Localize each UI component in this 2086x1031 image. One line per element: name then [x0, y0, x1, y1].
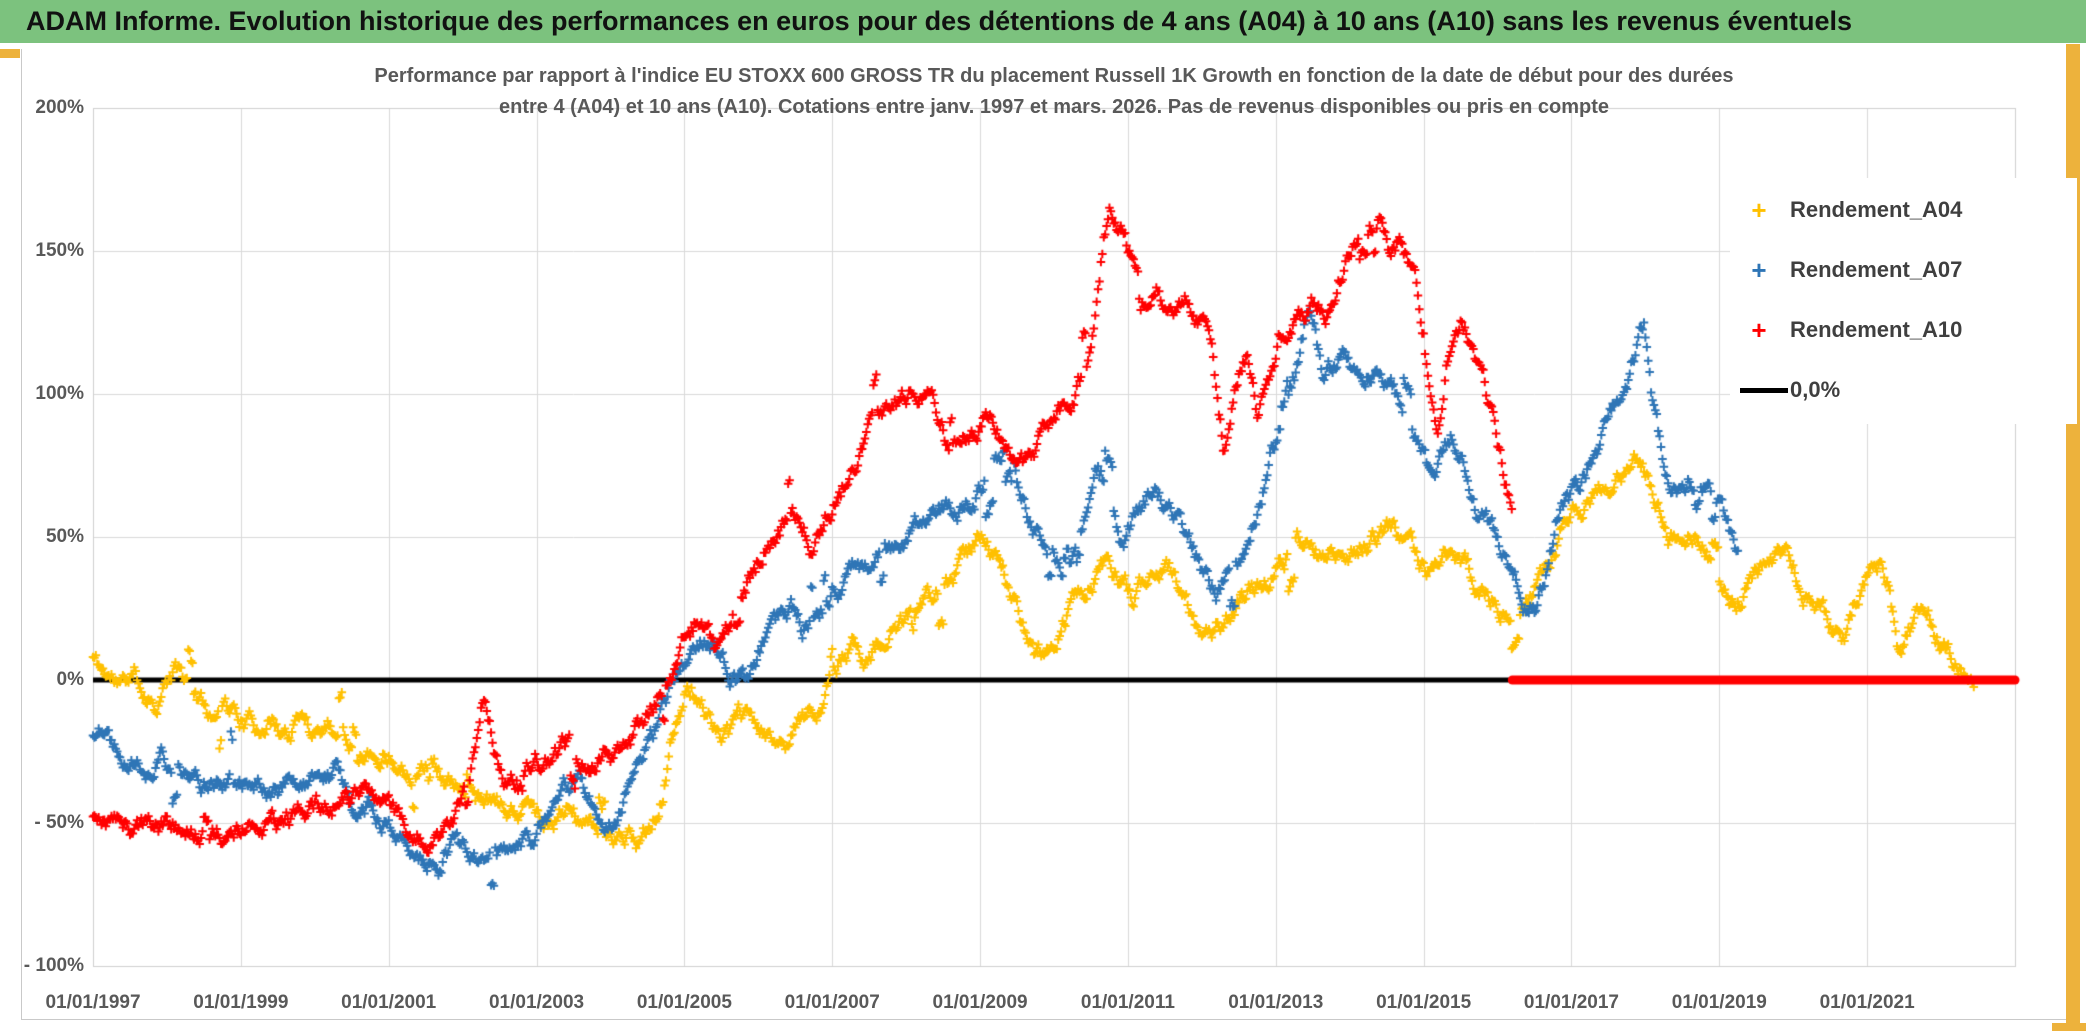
- y-tick-label: - 50%: [34, 812, 84, 833]
- gold-accent-top-left: [0, 49, 20, 58]
- plus-marker-icon: +: [1751, 315, 1767, 345]
- chart-title: Performance par rapport à l'indice EU ST…: [93, 61, 2015, 123]
- y-tick-label: 150%: [35, 240, 84, 261]
- legend-label: Rendement_A04: [1790, 197, 1963, 222]
- y-tick-label: 200%: [35, 97, 84, 118]
- legend-item-rendement-a07: + Rendement_A07: [1730, 250, 2077, 290]
- plus-marker-icon: +: [1751, 195, 1767, 225]
- x-tick-label: 01/01/2007: [784, 992, 880, 1013]
- y-tick-label: - 100%: [23, 955, 84, 976]
- y-tick-label: 0%: [56, 669, 84, 690]
- x-tick-label: 01/01/2013: [1228, 992, 1324, 1013]
- x-tick-label: 01/01/1999: [193, 992, 289, 1013]
- legend-label: 0,0%: [1790, 377, 1841, 402]
- x-tick-label: 01/01/2015: [1376, 992, 1472, 1013]
- x-tick-label: 01/01/2019: [1671, 992, 1767, 1013]
- legend-item-rendement-a04: + Rendement_A04: [1730, 190, 2077, 230]
- y-tick-label: 50%: [45, 526, 84, 547]
- x-tick-label: 01/01/2017: [1523, 992, 1619, 1013]
- x-tick-label: 01/01/2009: [932, 992, 1028, 1013]
- chart-bottom-border: [21, 1019, 2066, 1020]
- legend-item-rendement-a10: + Rendement_A10: [1730, 310, 2077, 350]
- line-swatch-icon: [1740, 387, 1788, 393]
- x-tick-label: 01/01/2021: [1819, 992, 1915, 1013]
- plus-marker-icon: +: [1751, 255, 1767, 285]
- chart-title-line2: entre 4 (A04) et 10 ans (A10). Cotations…: [498, 96, 1610, 118]
- chart-legend: + Rendement_A04 + Rendement_A07 + Rendem…: [1730, 178, 2077, 424]
- x-tick-label: 01/01/2011: [1080, 992, 1175, 1013]
- legend-item-zero-line: 0,0%: [1730, 370, 2077, 410]
- legend-label: Rendement_A10: [1790, 317, 1963, 342]
- x-tick-label: 01/01/1997: [45, 992, 141, 1013]
- chart-title-line1: Performance par rapport à l'indice EU ST…: [374, 65, 1734, 87]
- chart-left-border: [21, 49, 22, 1019]
- x-tick-label: 01/01/2001: [341, 992, 437, 1013]
- legend-label: Rendement_A07: [1790, 257, 1963, 282]
- y-tick-label: 100%: [35, 383, 84, 404]
- x-tick-label: 01/01/2003: [488, 992, 585, 1013]
- x-tick-label: 01/01/2005: [636, 992, 732, 1013]
- gold-accent-bottom-right: [2052, 1023, 2086, 1031]
